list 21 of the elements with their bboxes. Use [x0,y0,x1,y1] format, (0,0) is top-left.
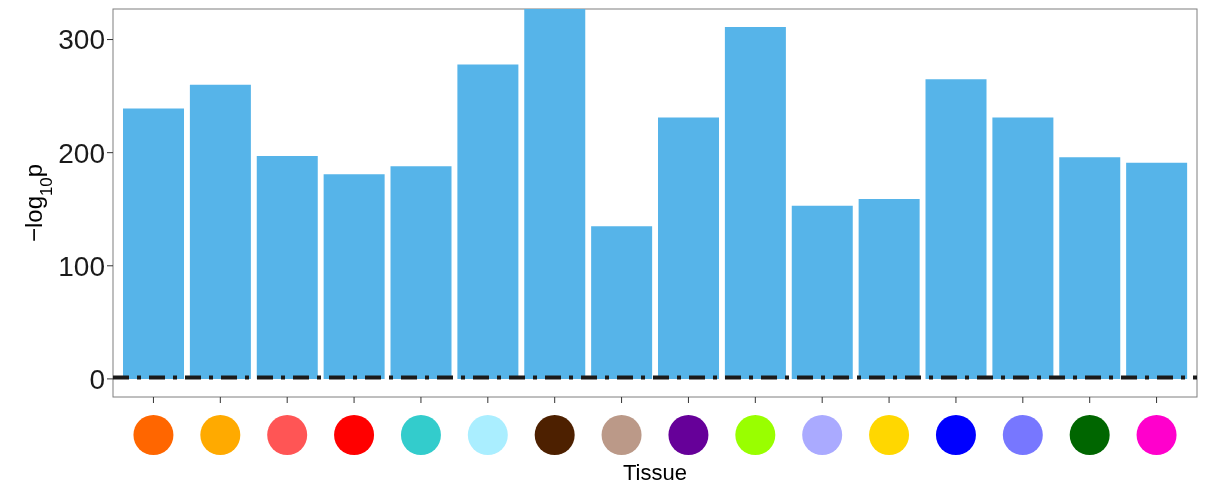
bar [323,174,385,379]
bar [724,27,786,379]
y-tick-label: 0 [89,363,105,395]
bar [1126,162,1188,379]
bar [256,156,318,379]
bar [524,9,586,379]
bar [591,226,653,379]
bar [658,117,720,379]
bar [390,166,452,379]
x-axis-title: Tissue [623,460,687,485]
bar [858,199,920,379]
y-tick-label: 200 [58,137,105,169]
y-tick-label: 100 [58,250,105,282]
bar [1059,157,1121,379]
bar [925,79,987,379]
bar [992,117,1054,379]
bar [123,108,185,379]
bar [189,84,251,379]
bar [457,64,519,379]
bar [791,205,853,379]
y-tick-label: 300 [58,24,105,56]
